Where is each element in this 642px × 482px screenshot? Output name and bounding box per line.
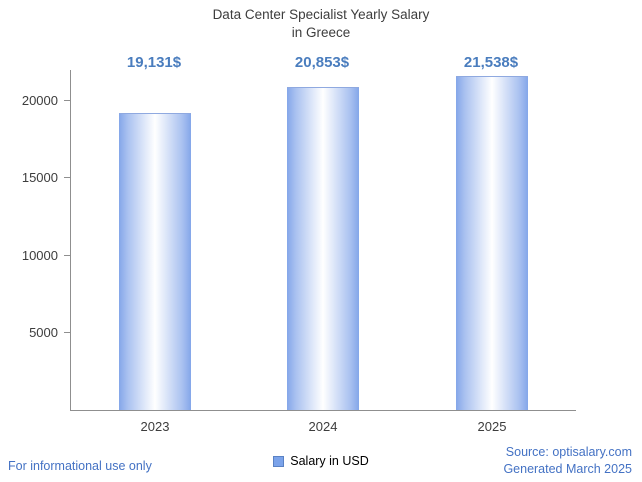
- bar-value-label-2025: 21,538$: [463, 54, 519, 71]
- y-tick-label: 10000: [21, 247, 58, 263]
- x-category-label-2024: 2024: [308, 419, 338, 434]
- disclaimer-text: For informational use only: [8, 459, 152, 473]
- chart-title-line2: in Greece: [291, 25, 351, 40]
- y-tick: 10000: [22, 248, 70, 263]
- y-tick: 15000: [22, 170, 70, 185]
- source-block: Source: optisalary.com Generated March 2…: [503, 444, 632, 478]
- chart-title-line1: Data Center Specialist Yearly Salary: [212, 7, 430, 22]
- x-category-label-2025: 2025: [477, 419, 507, 434]
- y-tick-label: 20000: [21, 92, 58, 108]
- y-tick-label: 15000: [21, 170, 58, 186]
- y-tick-label: 5000: [29, 324, 58, 340]
- legend: Salary in USD: [0, 454, 642, 468]
- chart-title: Data Center Specialist Yearly Salary in …: [0, 6, 642, 42]
- legend-label: Salary in USD: [290, 454, 369, 468]
- legend-swatch-icon: [273, 455, 285, 467]
- bar: [119, 113, 191, 410]
- bar: [287, 86, 359, 410]
- source-link[interactable]: Source: optisalary.com: [505, 445, 632, 459]
- bar-value-label-2023: 19,131$: [126, 54, 182, 71]
- plot-area: 5000 10000 15000 20000 2023 2024 2025: [22, 70, 576, 434]
- x-category-label-2023: 2023: [140, 419, 170, 434]
- bar: [456, 76, 528, 410]
- y-tick: 20000: [22, 93, 70, 108]
- bar-value-label-2024: 20,853$: [294, 54, 350, 71]
- y-tick: 5000: [29, 325, 70, 340]
- generated-date: Generated March 2025: [503, 462, 632, 476]
